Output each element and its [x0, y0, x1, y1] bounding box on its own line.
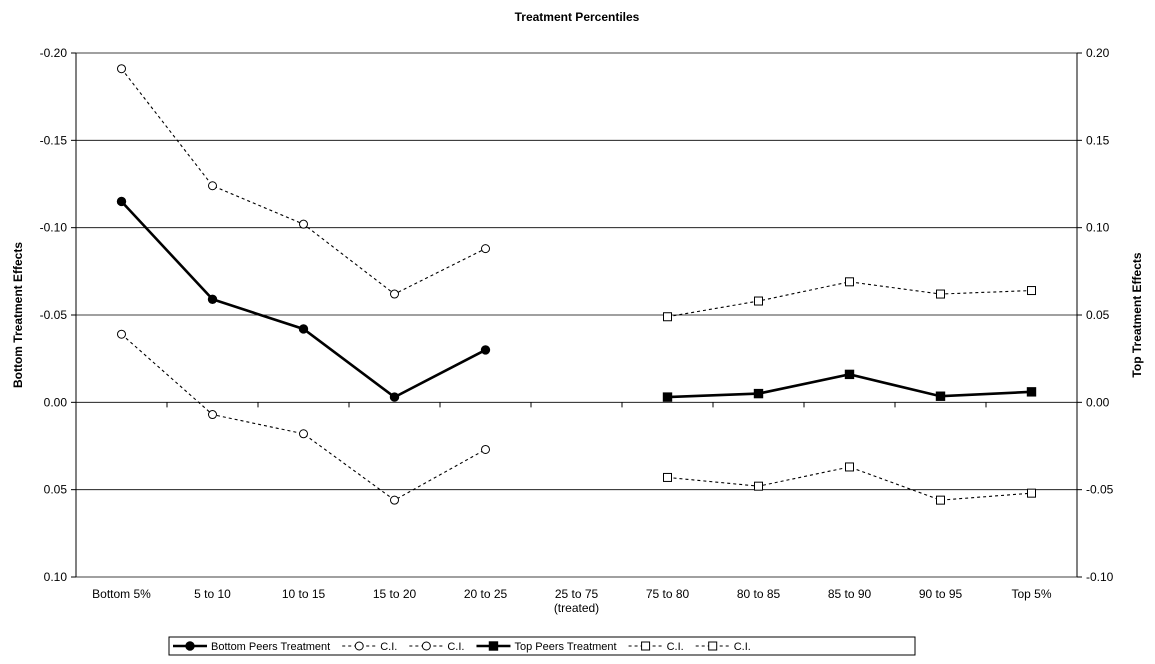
series-line-2 [121, 333, 486, 501]
data-point [207, 294, 218, 304]
legend: Bottom Peers Treatment C.I. C.I. Top Peers … [168, 636, 916, 656]
data-point [389, 392, 400, 402]
x-tick-label: 20 to 25 [464, 587, 508, 601]
legend-label: Top Peers Treatment [514, 641, 616, 653]
legend-marker [641, 641, 651, 651]
data-point [936, 495, 945, 505]
y-right-tick-label: 0.15 [1086, 133, 1110, 147]
data-point [298, 324, 309, 334]
data-point [663, 312, 672, 322]
data-point [390, 495, 399, 505]
y-left-tick-label: -0.05 [40, 308, 68, 322]
x-tick-label: 25 to 75 (treated) [554, 587, 599, 615]
legend-label: C.I. [667, 641, 684, 653]
y-left-tick-label: 0.10 [44, 570, 68, 584]
data-point [1027, 488, 1036, 498]
data-point [117, 64, 126, 74]
data-point [754, 481, 763, 491]
legend-label: Bottom Peers Treatment [211, 641, 330, 653]
data-point [753, 388, 764, 399]
data-point [208, 410, 217, 420]
data-point [1027, 286, 1036, 296]
series-line-5 [667, 466, 1032, 501]
y-right-tick-label: -0.05 [1086, 483, 1114, 497]
y-right-axis-title: Top Treatment Effects [1130, 252, 1144, 377]
legend-label: C.I. [380, 641, 397, 653]
data-point [1026, 387, 1037, 397]
y-left-axis-title: Bottom Treatment Effects [11, 242, 25, 388]
legend-marker [185, 641, 195, 651]
legend-marker [488, 641, 499, 651]
data-point [662, 392, 673, 402]
x-tick-label: 10 to 15 [282, 587, 326, 601]
data-point [844, 369, 855, 380]
axes: -0.20 0.20 -0.15 0.15 -0.10 0.10 -0.05 0.05 0.00… [11, 46, 1144, 615]
data-point [116, 196, 127, 207]
x-tick-label: 15 to 20 [373, 587, 417, 601]
gridlines [76, 52, 1077, 578]
data-point [754, 296, 763, 306]
x-tick-label: 5 to 10 [194, 587, 231, 601]
series-layer [116, 64, 1037, 505]
data-point [481, 444, 490, 454]
series-line-0 [120, 200, 487, 399]
y-left-tick-label: -0.15 [40, 133, 68, 147]
chart-title: Treatment Percentiles [515, 10, 640, 24]
x-tick-label: 75 to 80 [646, 587, 690, 601]
y-left-tick-label: 0.00 [44, 395, 68, 409]
x-tick-label: 85 to 90 [828, 587, 872, 601]
series-line-4 [667, 281, 1032, 318]
data-point [845, 277, 854, 287]
y-left-tick-label: 0.05 [44, 483, 68, 497]
y-right-tick-label: 0.20 [1086, 46, 1110, 60]
data-point [299, 219, 308, 229]
legend-marker [708, 641, 718, 651]
data-point [935, 391, 946, 401]
legend-box [168, 636, 916, 656]
data-point [117, 329, 126, 339]
legend-label: C.I. [734, 641, 751, 653]
y-right-tick-label: 0.00 [1086, 395, 1110, 409]
data-point [480, 345, 491, 355]
y-right-tick-label: 0.10 [1086, 221, 1110, 235]
legend-marker [421, 641, 431, 651]
data-point [663, 472, 672, 482]
y-left-tick-label: -0.20 [40, 46, 68, 60]
legend-label: C.I. [447, 641, 464, 653]
legend-marker [354, 641, 364, 651]
data-point [936, 289, 945, 299]
y-right-tick-label: 0.05 [1086, 308, 1110, 322]
y-left-tick-label: -0.10 [40, 221, 68, 235]
data-point [390, 289, 399, 299]
x-tick-label: Bottom 5% [92, 587, 151, 601]
data-point [208, 181, 217, 191]
data-point [299, 429, 308, 439]
x-tick-label: 90 to 95 [919, 587, 963, 601]
y-right-tick-label: -0.10 [1086, 570, 1114, 584]
x-tick-label: Top 5% [1011, 587, 1051, 601]
data-point [481, 244, 490, 254]
data-point [845, 462, 854, 472]
x-tick-label: 80 to 85 [737, 587, 781, 601]
